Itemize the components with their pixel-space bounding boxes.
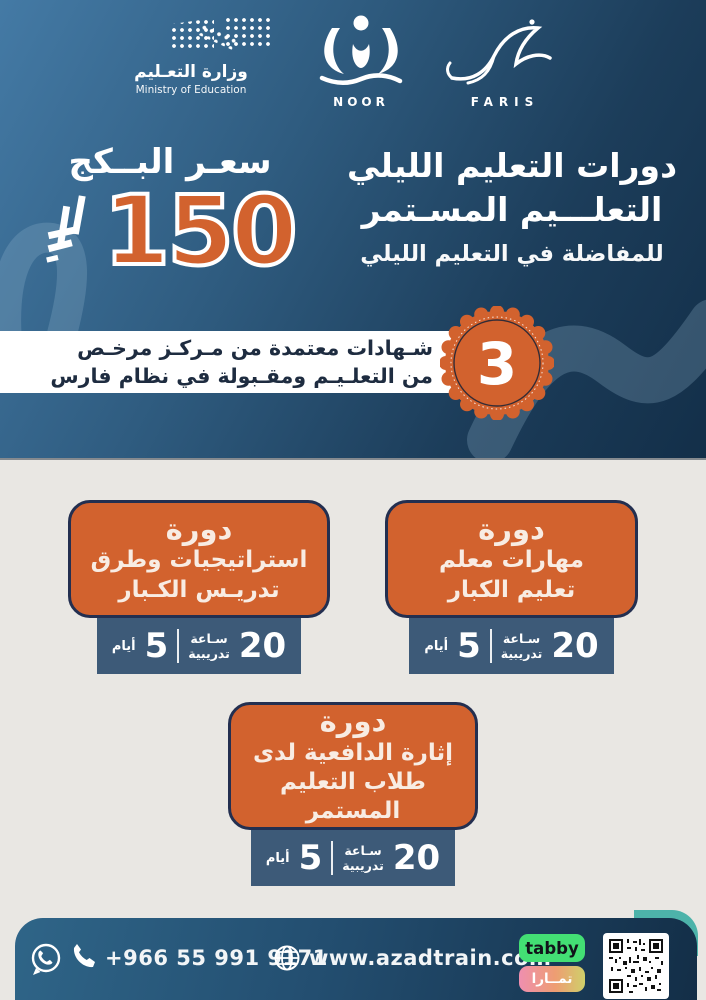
ministry-english-name: Ministry of Education [135,84,247,96]
course-word: دورة [165,511,233,546]
title-line-2: التعلـــيم المسـتمر [361,189,663,229]
course-line-2: تعليم الكبار [447,576,576,603]
hours-unit-line2: تدريبية [188,646,230,661]
hours-unit-line1: سـاعة [502,631,541,646]
course-word: دورة [478,511,545,546]
ministry-of-education-logo: وزارة التعـليم Ministry of Education [112,16,270,96]
days-unit: أيام [111,638,136,654]
course-line-1: استراتيجيات وطرق [90,547,308,574]
certificates-ribbon: شـهادات معتمدة من مـركـز مرخـص من التعلـ… [0,331,505,393]
days-value: 5 [298,838,323,878]
days-value: 5 [144,626,169,666]
poster-title: دورات التعليم الليلي التعلـــيم المسـتمر… [332,144,692,267]
hours-unit-line2: تدريبية [342,858,384,873]
course-duration-teacher-skills: 20 سـاعة تدريبية 5 أيام [409,618,614,674]
ribbon-text-line-2: من التعلـيـم ومقـبولة في نظام فارس [50,364,433,388]
course-card-motivation: دورة إثارة الدافعية لدى طلاب التعليم الم… [228,702,478,830]
phone-icon [70,944,98,972]
hours-unit-line1: سـاعة [344,843,382,858]
badge-seal-icon: 3 [440,306,554,420]
days-unit: أيام [424,638,449,654]
divider [331,841,334,875]
hours-unit-line2: تدريبية [500,646,543,661]
hours-unit-line1: سـاعة [190,631,228,646]
course-card-teacher-skills: دورة مهارات معلم تعليم الكبار [385,500,638,618]
globe-icon [273,944,301,972]
badge-number: 3 [477,330,517,398]
ribbon-text-line-1: شـهادات معتمدة من مـركـز مرخـص [77,335,433,360]
title-subtitle: للمفاضلة في التعليم الليلي [360,241,664,268]
noor-label: NOOR [333,95,389,109]
hours-value: 20 [238,626,287,666]
package-price-block: سعـر البــكج 150 [36,142,304,287]
course-duration-motivation: 20 سـاعة تدريبية 5 أيام [251,830,455,886]
course-card-strategies: دورة استراتيجيات وطرق تدريـس الكـبار [68,500,330,618]
website-url: www.azadtrain.com [309,946,552,970]
noor-icon [319,15,403,85]
course-line-1: مهارات معلم [439,547,584,574]
course-line-1: إثارة الدافعية لدى [252,739,454,766]
top-blue-section: وزارة التعـليم Ministry of Education NOO… [0,0,706,458]
price-label: سعـر البــكج [68,142,272,182]
qr-code [603,933,669,999]
faris-logo: FARIS [440,18,570,109]
saudi-riyal-symbol-icon [46,195,86,263]
course-word: دورة [319,704,387,739]
noor-logo: NOOR [302,12,420,109]
hours-value: 20 [392,838,441,878]
divider [489,629,492,663]
whatsapp-icon [28,941,64,977]
tamara-logo: تمــارا [519,966,585,992]
ministry-dots-icon [112,16,270,60]
course-line-2: تدريـس الكـبار [118,576,280,603]
days-value: 5 [457,626,481,666]
course-duration-strategies: 20 سـاعة تدريبية 5 أيام [97,618,301,674]
divider [177,629,180,663]
tabby-logo: tabby [519,934,585,962]
days-unit: أيام [265,850,290,866]
price-amount: 150 [101,175,299,287]
faris-label: FARIS [470,95,540,109]
footer-bar: +966 55 991 9171 www.azadtrain.com [15,918,697,1000]
faris-horse-icon [446,19,552,85]
ministry-arabic-name: وزارة التعـليم [134,62,248,82]
course-line-2: طلاب التعليم المستمر [280,768,426,825]
hours-value: 20 [551,626,599,666]
title-line-1: دورات التعليم الليلي [346,146,678,185]
